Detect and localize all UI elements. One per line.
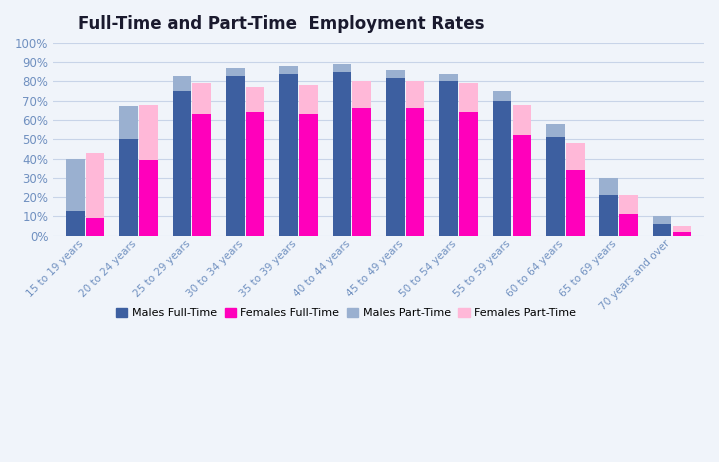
- Bar: [439, 81, 458, 236]
- Title: Full-Time and Part-Time  Employment Rates: Full-Time and Part-Time Employment Rates: [78, 15, 485, 33]
- Bar: [406, 109, 424, 236]
- Bar: [386, 78, 405, 236]
- Bar: [566, 143, 585, 170]
- Bar: [566, 170, 585, 236]
- Bar: [672, 232, 691, 236]
- Bar: [653, 216, 672, 224]
- Bar: [193, 83, 211, 114]
- Bar: [352, 81, 371, 109]
- Bar: [493, 101, 511, 236]
- Bar: [86, 153, 104, 218]
- Bar: [226, 76, 244, 236]
- Bar: [139, 104, 157, 160]
- Bar: [619, 214, 638, 236]
- Bar: [66, 211, 85, 236]
- Legend: Males Full-Time, Females Full-Time, Males Part-Time, Females Part-Time: Males Full-Time, Females Full-Time, Male…: [111, 303, 580, 322]
- Bar: [600, 178, 618, 195]
- Bar: [493, 91, 511, 101]
- Bar: [119, 106, 138, 139]
- Bar: [299, 85, 318, 114]
- Bar: [173, 91, 191, 236]
- Bar: [139, 160, 157, 236]
- Bar: [406, 81, 424, 109]
- Bar: [119, 139, 138, 236]
- Bar: [513, 135, 531, 236]
- Bar: [546, 124, 565, 137]
- Bar: [619, 195, 638, 214]
- Bar: [439, 74, 458, 81]
- Bar: [600, 195, 618, 236]
- Bar: [459, 83, 478, 112]
- Bar: [333, 72, 352, 236]
- Bar: [226, 68, 244, 76]
- Bar: [86, 218, 104, 236]
- Bar: [173, 76, 191, 91]
- Bar: [193, 114, 211, 236]
- Bar: [546, 137, 565, 236]
- Bar: [653, 224, 672, 236]
- Bar: [246, 112, 265, 236]
- Bar: [672, 226, 691, 232]
- Bar: [66, 158, 85, 211]
- Bar: [280, 74, 298, 236]
- Bar: [299, 114, 318, 236]
- Bar: [280, 66, 298, 74]
- Bar: [333, 64, 352, 72]
- Bar: [246, 87, 265, 112]
- Bar: [459, 112, 478, 236]
- Bar: [513, 104, 531, 135]
- Bar: [386, 70, 405, 78]
- Bar: [352, 109, 371, 236]
